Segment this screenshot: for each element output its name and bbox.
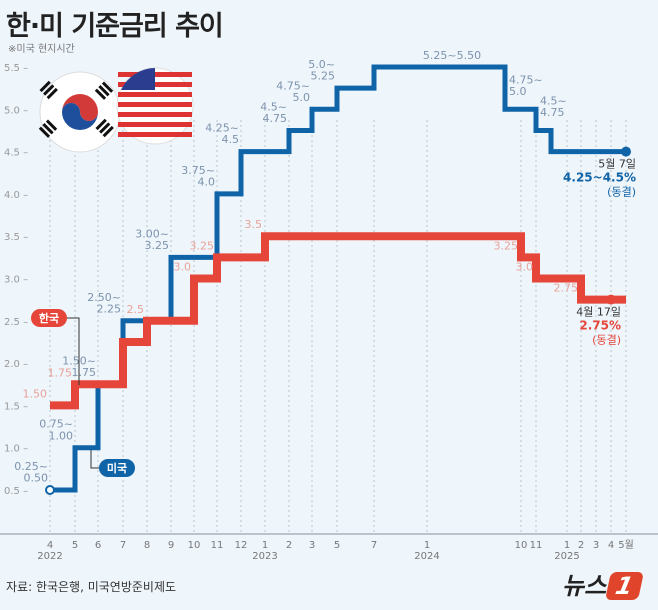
x-tick-label: 8 xyxy=(144,540,150,551)
x-tick-label: 3 xyxy=(309,540,315,551)
x-tick-label: 12 xyxy=(235,540,248,551)
x-tick-label: 6 xyxy=(95,540,101,551)
korea-callout-rate: 2.75% xyxy=(579,319,621,333)
korea-callout-status: (동결) xyxy=(592,334,621,347)
korea-rate-line xyxy=(50,232,626,410)
korea-flag-trigram xyxy=(94,88,107,100)
x-tick-label: 2 xyxy=(286,540,292,551)
x-tick-label: 10 xyxy=(188,540,201,551)
x-tick-label: 1 xyxy=(564,540,570,551)
korea-rate-label: 1.50 xyxy=(23,387,48,400)
x-tick-label: 5월 xyxy=(618,539,634,551)
y-tick-label: 2.0 – xyxy=(4,359,28,370)
x-year-label: 2025 xyxy=(554,551,579,562)
y-tick-label: 3.0 – xyxy=(4,275,28,286)
us-callout-date: 5월 7일 xyxy=(598,157,636,171)
us-callout-rate: 4.25~4.5% xyxy=(563,171,636,185)
y-tick-label: 1.0 – xyxy=(4,444,28,455)
x-tick-label: 4 xyxy=(608,540,614,551)
us-legend-label: 미국 xyxy=(107,461,127,475)
korea-latest-dot xyxy=(606,294,616,305)
us-rate-label: 4.5~ 4.75 xyxy=(540,94,567,119)
us-flag-stripe xyxy=(118,102,192,107)
x-tick-label: 9 xyxy=(168,540,174,551)
us-flag-stripe xyxy=(118,122,192,127)
chart-title: 한·미 기준금리 추이 xyxy=(6,11,224,42)
time-note: ※미국 현지시간 xyxy=(8,44,75,55)
x-year-label: 2023 xyxy=(252,551,277,562)
korea-rate-label: 3.25 xyxy=(190,239,215,252)
x-tick-label: 11 xyxy=(211,540,224,551)
korea-flag-taeguk-red xyxy=(62,94,98,121)
x-tick-label: 10 xyxy=(515,540,528,551)
source-text: 자료: 한국은행, 미국연방준비제도 xyxy=(6,580,177,594)
news1-logo: 뉴스 1 xyxy=(562,566,644,601)
korea-rate-label: 2.5 xyxy=(127,303,145,316)
us-rate-label: 4.25~ 4.5 xyxy=(205,122,239,147)
us-legend-leader xyxy=(90,450,100,469)
x-tick-label: 5 xyxy=(334,540,340,551)
us-rate-label: 4.5~ 4.75 xyxy=(260,100,287,125)
korea-legend-leader xyxy=(66,317,80,385)
x-tick-label: 1 xyxy=(424,540,430,551)
us-rate-label: 0.25~ 0.50 xyxy=(14,460,48,485)
x-tick-label: 7 xyxy=(120,540,126,551)
korea-flag-trigram xyxy=(95,118,107,131)
korea-legend-tag xyxy=(31,309,67,327)
x-tick-label: 11 xyxy=(530,540,543,551)
korea-flag-taeguk-blue xyxy=(62,103,98,130)
korea-flag-trigram xyxy=(45,119,58,131)
us-start-marker xyxy=(45,485,55,495)
y-tick-label: 5.5 – xyxy=(4,63,28,74)
x-tick-label: 7 xyxy=(371,540,377,551)
korea-flag-trigram xyxy=(39,80,51,93)
us-rate-label: 5.0~ 5.25 xyxy=(308,58,335,83)
korea-rate-label: 2.75 xyxy=(554,282,579,295)
x-tick-label: 5 xyxy=(72,540,78,551)
us-flag-stripe xyxy=(118,112,192,117)
korea-flag-trigram xyxy=(46,87,58,100)
us-rate-label: 2.50~ 2.25 xyxy=(87,291,121,316)
us-rate-label: 0.75~ 1.00 xyxy=(39,418,73,443)
x-tick-label: 2 xyxy=(578,540,584,551)
korea-flag-trigram xyxy=(102,125,114,138)
y-tick-label: 2.5 – xyxy=(4,317,28,328)
us-flag-canton xyxy=(121,68,155,90)
us-rate-label: 5.25~5.50 xyxy=(423,49,481,62)
us-rate-label: 3.75~ 4.0 xyxy=(181,164,215,189)
korea-flag-trigram xyxy=(42,123,54,135)
korea-flag-trigram xyxy=(38,126,51,138)
us-rate-label: 4.75~ 5.0 xyxy=(509,73,543,98)
korea-rate-label: 3.0 xyxy=(174,261,192,274)
korea-callout-date: 4월 17일 xyxy=(576,305,621,319)
y-tick-label: 4.5 – xyxy=(4,148,28,159)
us-latest-dot xyxy=(621,146,631,157)
korea-rate-label: 3.5 xyxy=(245,218,263,231)
korea-flag-trigram xyxy=(101,81,114,93)
x-year-label: 2022 xyxy=(37,551,62,562)
y-tick-label: 1.5 – xyxy=(4,401,28,412)
y-tick-label: 3.5 – xyxy=(4,232,28,243)
korea-rate-label: 1.75 xyxy=(48,366,73,379)
korea-flag-trigram xyxy=(98,85,110,97)
y-tick-label: 0.5 – xyxy=(4,486,28,497)
korea-rate-label: 3.0 xyxy=(516,261,534,274)
us-rate-label: 4.75~ 5.0 xyxy=(276,79,310,104)
us-callout-status: (동결) xyxy=(607,186,636,199)
us-flag-stripe xyxy=(118,92,192,97)
us-legend-tag xyxy=(99,459,135,477)
y-tick-label: 4.0 – xyxy=(4,190,28,201)
korea-legend-label: 한국 xyxy=(39,311,59,325)
x-year-label: 2024 xyxy=(414,551,439,562)
y-tick-label: 5.0 – xyxy=(4,105,28,116)
korea-rate-label: 3.25 xyxy=(494,239,519,252)
us-rate-label: 3.00~ 3.25 xyxy=(135,227,169,252)
korea-flag-trigram xyxy=(99,122,111,134)
x-tick-label: 4 xyxy=(47,540,53,551)
korea-flag-trigram xyxy=(43,84,55,96)
x-tick-label: 3 xyxy=(593,540,599,551)
x-tick-label: 1 xyxy=(262,540,268,551)
us-flag-stripe xyxy=(118,132,192,137)
